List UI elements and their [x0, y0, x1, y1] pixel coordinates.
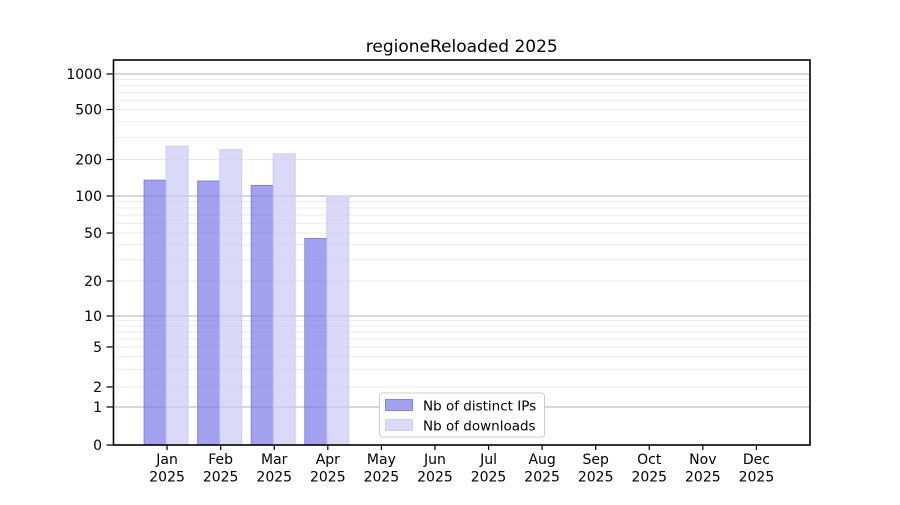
chart-title: regioneReloaded 2025	[366, 37, 558, 57]
legend: Nb of distinct IPs Nb of downloads	[379, 392, 545, 438]
bar-nb-of-downloads-feb	[219, 149, 243, 446]
x-tick-label-year-dec: 2025	[739, 470, 775, 486]
x-tick-label-year-jun: 2025	[417, 470, 453, 486]
x-tick-label-month-sep: Sep	[582, 452, 609, 468]
x-tick-label-month-nov: Nov	[689, 452, 716, 468]
y-tick-label-20: 20	[84, 274, 102, 290]
x-tick-label-year-sep: 2025	[578, 470, 614, 486]
y-tick-label-100: 100	[75, 189, 102, 205]
bar-nb-of-distinct-ips-apr	[304, 238, 328, 446]
x-tick-label-year-oct: 2025	[631, 470, 667, 486]
x-tick-label-year-feb: 2025	[203, 470, 239, 486]
x-tick-label-month-jan: Jan	[155, 452, 178, 468]
y-tick-label-5: 5	[93, 340, 102, 356]
legend-label-distinct-ips: Nb of distinct IPs	[423, 399, 536, 415]
x-tick-label-month-jun: Jun	[423, 452, 446, 468]
y-tick-label-0: 0	[93, 438, 102, 454]
x-tick-label-month-mar: Mar	[261, 452, 288, 468]
y-tick-label-200: 200	[75, 152, 102, 168]
bar-nb-of-distinct-ips-mar	[250, 185, 274, 446]
y-tick-label-50: 50	[84, 226, 102, 242]
bars-layer	[143, 145, 350, 446]
x-tick-label-month-may: May	[367, 452, 396, 468]
x-tick-label-month-feb: Feb	[208, 452, 233, 468]
legend-swatch-distinct-ips	[385, 399, 413, 411]
legend-label-downloads: Nb of downloads	[423, 419, 536, 435]
y-tick-label-2: 2	[93, 380, 102, 396]
x-tick-label-month-oct: Oct	[637, 452, 662, 468]
y-tick-label-10: 10	[84, 309, 102, 325]
x-tick-label-month-dec: Dec	[743, 452, 770, 468]
bar-nb-of-distinct-ips-jan	[143, 179, 167, 446]
x-tick-label-month-jul: Jul	[479, 452, 497, 468]
x-tick-label-year-mar: 2025	[256, 470, 292, 486]
y-tick-label-1000: 1000	[66, 67, 102, 83]
x-tick-label-year-jan: 2025	[149, 470, 185, 486]
y-tick-label-1: 1	[93, 400, 102, 416]
bar-nb-of-downloads-apr	[326, 195, 350, 446]
y-tick-label-500: 500	[75, 102, 102, 118]
x-tick-label-month-aug: Aug	[528, 452, 555, 468]
x-tick-label-year-may: 2025	[364, 470, 400, 486]
x-tick-label-month-apr: Apr	[316, 452, 340, 468]
x-tick-label-year-jul: 2025	[471, 470, 507, 486]
x-tick-label-year-aug: 2025	[524, 470, 560, 486]
bar-nb-of-distinct-ips-feb	[197, 180, 221, 446]
legend-box	[379, 392, 545, 438]
x-tick-label-year-nov: 2025	[685, 470, 721, 486]
x-axis-ticks: Jan 2025 Feb 2025 Mar 2025 Apr 2025 May 2025 Jun 20…	[149, 445, 774, 486]
bar-nb-of-downloads-jan	[165, 145, 189, 446]
plot-border-spines	[112, 59, 811, 446]
legend-swatch-downloads	[385, 419, 413, 431]
x-tick-label-year-apr: 2025	[310, 470, 346, 486]
bar-nb-of-downloads-mar	[272, 153, 296, 446]
